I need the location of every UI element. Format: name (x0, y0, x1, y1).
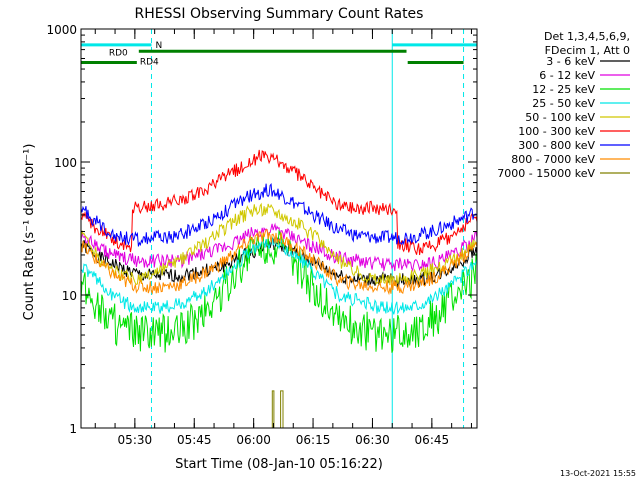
series-line-1 (80, 222, 478, 272)
legend-label-7: 800 - 7000 keV (511, 153, 595, 166)
legend-label-4: 50 - 100 keV (525, 111, 595, 124)
legend-label-3: 25 - 50 keV (532, 97, 595, 110)
x-tick-label-0: 05:30 (118, 433, 153, 447)
series-line-8 (271, 390, 284, 429)
series-line-7 (80, 229, 478, 296)
legend-header-0: Det 1,3,4,5,6,9, (544, 30, 630, 43)
chart-title: RHESSI Observing Summary Count Rates (135, 6, 424, 22)
legend-label-0: 3 - 6 keV (546, 55, 595, 68)
legend-label-2: 12 - 25 keV (532, 83, 595, 96)
legend: Det 1,3,4,5,6,9,FDecim 1, Att 03 - 6 keV… (497, 30, 630, 180)
x-tick-label-2: 06:00 (236, 433, 271, 447)
x-tick-label-3: 06:15 (296, 433, 331, 447)
legend-header-1: FDecim 1, Att 0 (545, 44, 630, 57)
legend-label-6: 300 - 800 keV (518, 139, 595, 152)
series-line-2 (80, 229, 478, 353)
series-line-3 (80, 236, 478, 315)
axes: 1 10 100 1000 05:30 05:45 06:00 06:15 06:30 06:45 (46, 23, 478, 447)
x-tick-label-5: 06:45 (415, 433, 450, 447)
annotation-label-2: RD4 (140, 57, 159, 67)
plot-frame (80, 28, 478, 429)
series-line-6 (80, 182, 478, 247)
series-line-4 (80, 202, 478, 287)
annotation-label-0: N (155, 41, 162, 51)
y-tick-label-0: 1 (69, 422, 77, 436)
timestamp: 13-Oct-2021 15:55 (560, 469, 636, 478)
series-line-5 (80, 149, 478, 256)
y-tick-label-1: 10 (62, 289, 77, 303)
legend-label-1: 6 - 12 keV (539, 69, 595, 82)
plot-area: N RD0 RD4 (80, 29, 478, 429)
legend-label-8: 7000 - 15000 keV (497, 167, 595, 180)
legend-label-5: 100 - 300 keV (518, 125, 595, 138)
x-axis-label: Start Time (08-Jan-10 05:16:22) (175, 457, 383, 472)
y-tick-label-3: 1000 (46, 23, 77, 37)
annotation-label-1: RD0 (109, 48, 128, 58)
x-tick-label-1: 05:45 (177, 433, 212, 447)
y-axis-label: Count Rate (s⁻¹ detector⁻¹) (22, 144, 37, 321)
x-tick-label-4: 06:30 (355, 433, 390, 447)
y-tick-label-2: 100 (54, 156, 77, 170)
